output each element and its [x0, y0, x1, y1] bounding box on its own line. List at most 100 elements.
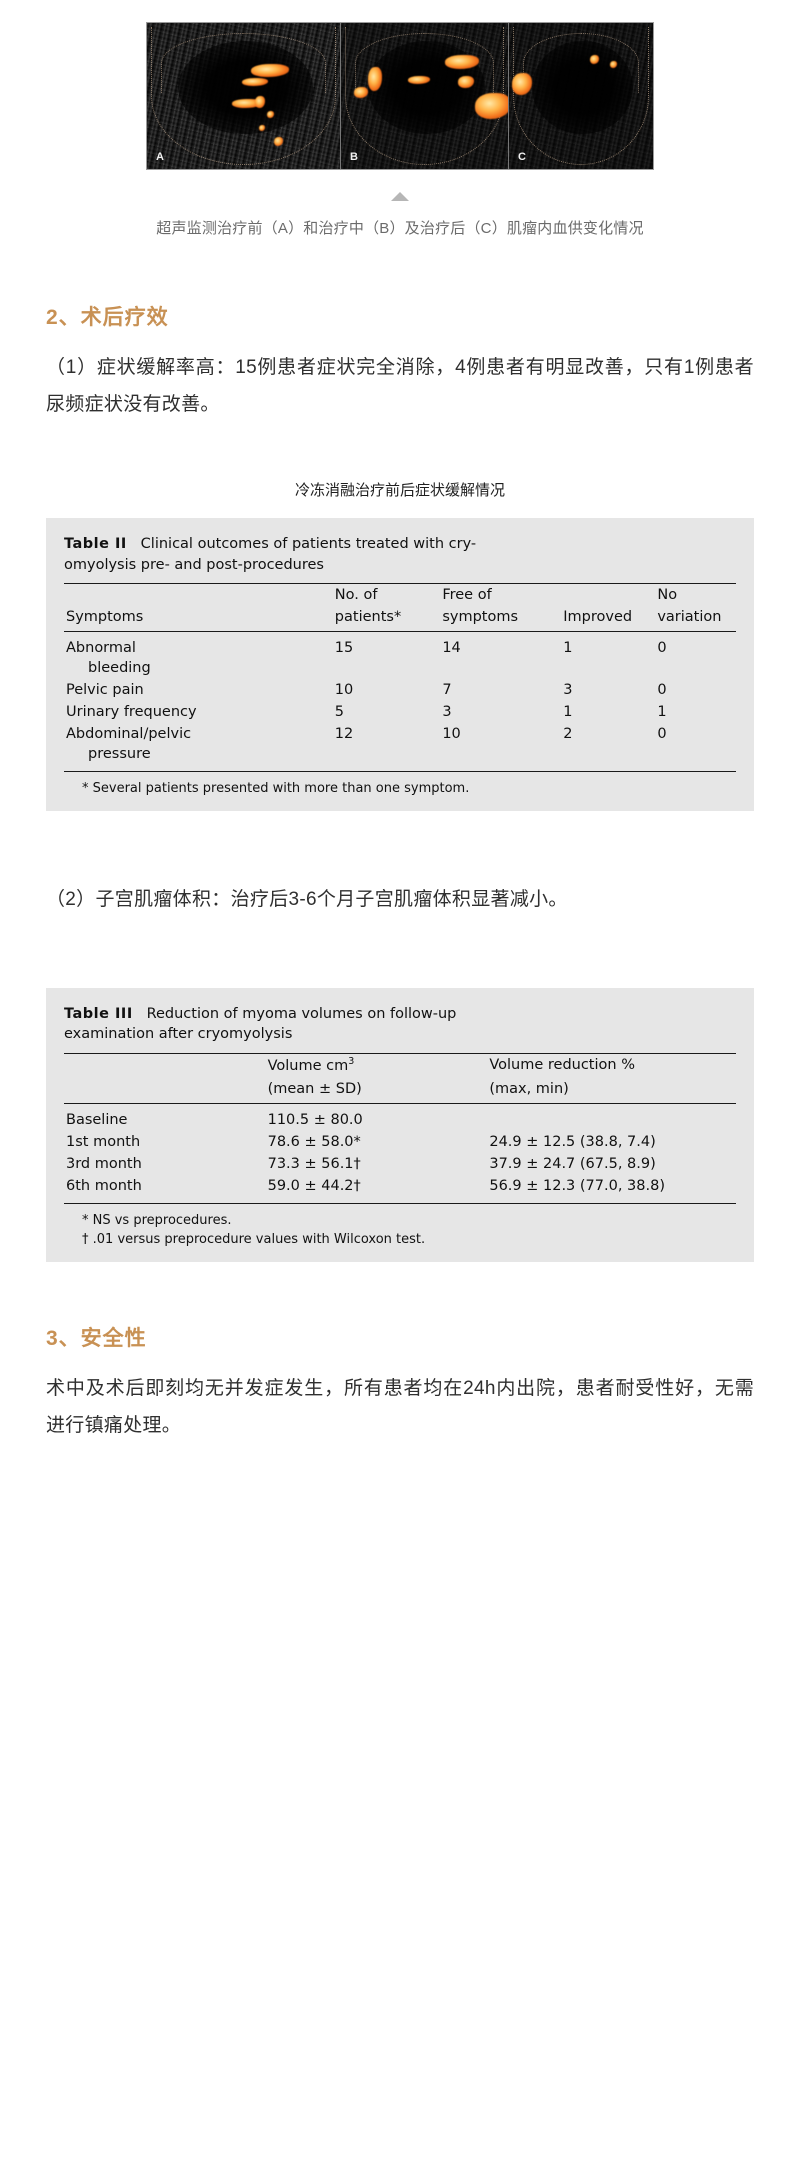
table2-cell-improved: 1	[563, 640, 573, 657]
table2-cell-symptom: Urinary frequency	[66, 704, 197, 721]
panel-label-b: B	[350, 151, 359, 163]
doppler-blood-flow-signal	[241, 78, 268, 87]
ultrasound-figure: A B	[146, 22, 654, 170]
table2-cell-symptom: Pelvic pain	[66, 682, 144, 699]
table2-th-symptoms-free: symptoms	[442, 609, 519, 626]
table2-th-blank-1	[64, 584, 333, 606]
table2-th-symptoms: Symptoms	[66, 609, 144, 626]
table2-cell-novariation: 0	[657, 682, 667, 699]
table3-th-volume: Volume cm3	[266, 1054, 488, 1078]
table2-rule-mid	[64, 631, 736, 633]
table2-symptom-l1: Abnormal	[66, 640, 136, 657]
table-3-volume-reduction: Table III Reduction of myoma volumes on …	[46, 987, 754, 1262]
table2-cell-symptom: Abdominal/pelvic pressure	[64, 723, 333, 765]
table-row: Pelvic pain 10 7 3 0	[64, 679, 736, 701]
paragraph-safety: 术中及术后即刻均无并发症发生，所有患者均在24h内出院，患者耐受性好，无需进行镇…	[46, 1377, 754, 1436]
table-row: 6th month 59.0 ± 44.2† 56.9 ± 12.3 (77.0…	[64, 1175, 736, 1197]
table3-number-label: Table III	[64, 1005, 133, 1022]
doppler-blood-flow-signal	[457, 75, 474, 88]
table2-th-free-of: Free of	[442, 587, 492, 604]
doppler-blood-flow-signal	[407, 75, 430, 84]
table3-header-row-bottom: (mean ± SD) (max, min)	[64, 1078, 736, 1100]
paragraph-symptom-relief: （1）症状缓解率高：15例患者症状完全消除，4例患者有明显改善，只有1例患者尿频…	[46, 357, 754, 416]
doppler-blood-flow-signal	[367, 66, 382, 91]
table3-rule-mid	[64, 1102, 736, 1104]
doppler-blood-flow-signal	[444, 55, 479, 70]
table3-cell-reduction: 37.9 ± 24.7 (67.5, 8.9)	[489, 1155, 656, 1172]
table2-th-variation: variation	[657, 609, 722, 626]
table2-cell-patients: 10	[334, 682, 354, 699]
table2-cell-free: 7	[442, 682, 452, 699]
table3-th-reduction: Volume reduction %	[489, 1056, 635, 1073]
table3-body-grid: Baseline 110.5 ± 80.0 1st month 78.6 ± 5…	[64, 1109, 736, 1197]
table3-head-grid: Volume cm3 Volume reduction % (mean ± SD…	[64, 1054, 736, 1100]
section-heading-postop-efficacy: 2、术后疗效	[46, 306, 169, 329]
table2-cell-symptom: Abnormal bleeding	[64, 637, 333, 679]
table3-rule-bottom	[64, 1202, 736, 1204]
panel-label-c: C	[518, 151, 527, 163]
table3-cell-reduction: 24.9 ± 12.5 (38.8, 7.4)	[489, 1133, 656, 1150]
table2-cell-novariation: 1	[657, 704, 667, 721]
table3-th-volume-exponent: 3	[348, 1055, 355, 1067]
figure-caption: 超声监测治疗前（A）和治疗中（B）及治疗后（C）肌瘤内血供变化情况	[156, 220, 644, 237]
table3-th-blank	[64, 1054, 266, 1078]
table-row: 1st month 78.6 ± 58.0* 24.9 ± 12.5 (38.8…	[64, 1131, 736, 1153]
table2-th-patients: patients*	[334, 609, 402, 626]
table2-cell-patients: 5	[334, 704, 345, 721]
table3-th-volume-text: Volume cm	[267, 1057, 349, 1074]
table3-cell-volume: 59.0 ± 44.2†	[267, 1177, 361, 1194]
table2-cell-patients: 15	[334, 640, 354, 657]
table3-cell-time: Baseline	[66, 1111, 128, 1128]
table3-th-max-min: (max, min)	[489, 1080, 569, 1097]
table-row: Baseline 110.5 ± 80.0	[64, 1109, 736, 1131]
table3-cell-volume: 78.6 ± 58.0*	[267, 1133, 361, 1150]
table3-cell-reduction: 56.9 ± 12.3 (77.0, 38.8)	[489, 1177, 665, 1194]
paragraph-myoma-volume: （2）子宫肌瘤体积：治疗后3-6个月子宫肌瘤体积显著减小。	[46, 888, 568, 910]
collapse-caret-icon[interactable]	[391, 192, 409, 201]
table2-title-line2: omyolysis pre- and post-procedures	[64, 556, 324, 573]
table-2-clinical-outcomes: Table II Clinical outcomes of patients t…	[46, 518, 754, 811]
table3-cell-time: 6th month	[66, 1177, 142, 1194]
table3-cell-time: 3rd month	[66, 1155, 142, 1172]
table3-cell-time: 1st month	[66, 1133, 141, 1150]
doppler-blood-flow-signal	[274, 136, 284, 146]
table2-cell-improved: 1	[563, 704, 573, 721]
doppler-blood-flow-signal	[609, 60, 617, 68]
table2-title: Table II Clinical outcomes of patients t…	[64, 534, 736, 575]
panel-label-a: A	[156, 151, 165, 163]
table2-cell-patients: 12	[334, 726, 354, 743]
table3-cell-volume: 110.5 ± 80.0	[267, 1111, 363, 1128]
table2-header-row-bottom: Symptoms patients* symptoms Improved var…	[64, 606, 736, 628]
table2-cell-free: 3	[442, 704, 452, 721]
table2-caption-cn: 冷冻消融治疗前后症状缓解情况	[294, 482, 505, 500]
scan-fan-dotted-outline	[151, 27, 336, 165]
table-row: Urinary frequency 5 3 1 1	[64, 701, 736, 723]
table3-title-line1: Reduction of myoma volumes on follow-up	[146, 1005, 457, 1022]
doppler-blood-flow-signal	[474, 93, 508, 120]
table3-cell-volume: 73.3 ± 56.1†	[267, 1155, 361, 1172]
table3-title: Table III Reduction of myoma volumes on …	[64, 1004, 736, 1045]
table2-body-grid: Abnormal bleeding 15 14 1 0 Pelvic pain …	[64, 637, 736, 765]
table2-rule-bottom	[64, 771, 736, 773]
table2-th-blank-2	[561, 584, 655, 606]
table3-footnote-2: † .01 versus preprocedure values with Wi…	[82, 1232, 426, 1248]
doppler-blood-flow-signal	[251, 63, 290, 77]
table2-header-row-top: No. of Free of No	[64, 584, 736, 606]
doppler-blood-flow-signal	[354, 87, 369, 99]
table-row: Abdominal/pelvic pressure 12 10 2 0	[64, 723, 736, 765]
figure-block: A B	[0, 0, 800, 241]
table3-header-row-top: Volume cm3 Volume reduction %	[64, 1054, 736, 1078]
ultrasound-panel-a: A	[147, 23, 340, 169]
table2-th-improved: Improved	[563, 609, 633, 626]
table2-cell-improved: 3	[563, 682, 573, 699]
table-row: Abnormal bleeding 15 14 1 0	[64, 637, 736, 679]
table2-th-no-of: No. of	[334, 587, 378, 604]
table2-number-label: Table II	[64, 536, 127, 553]
table2-cell-novariation: 0	[657, 726, 667, 743]
table2-cell-free: 14	[442, 640, 461, 657]
table2-rule-top	[64, 583, 736, 585]
table2-title-line1: Clinical outcomes of patients treated wi…	[140, 536, 477, 553]
doppler-blood-flow-signal	[511, 72, 532, 95]
doppler-blood-flow-signal	[266, 110, 274, 118]
